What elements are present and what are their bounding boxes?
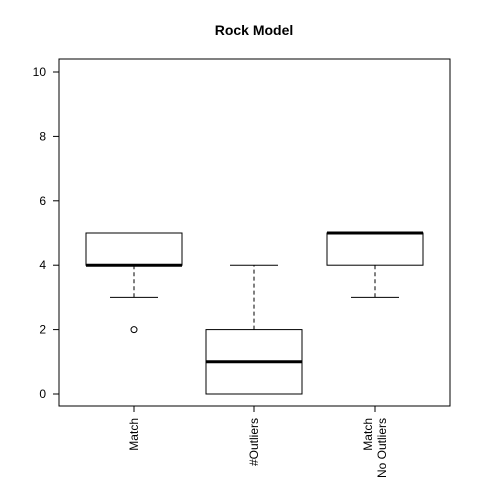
x-tick-label-1: Match xyxy=(127,418,141,451)
y-tick-label-8: 8 xyxy=(39,129,46,143)
x-tick-label-3-line-1: Match xyxy=(361,418,375,451)
y-tick-label-10: 10 xyxy=(33,65,47,79)
chart-title: Rock Model xyxy=(215,22,294,38)
outlier-point xyxy=(130,326,138,334)
x-tick-label-2: #Outliers xyxy=(247,418,261,466)
boxes-group xyxy=(85,231,424,395)
y-tick-label-4: 4 xyxy=(39,258,46,272)
y-tick-label-0: 0 xyxy=(39,387,46,401)
box-body xyxy=(85,232,183,266)
box-1 xyxy=(85,232,183,334)
y-axis: 0 2 4 6 8 10 xyxy=(33,65,60,401)
y-tick-label-6: 6 xyxy=(39,194,46,208)
x-axis-labels: Match #Outliers Match No Outliers xyxy=(127,406,389,478)
box-body xyxy=(326,232,424,266)
box-2 xyxy=(205,264,303,395)
y-tick-label-2: 2 xyxy=(39,323,46,337)
box-3 xyxy=(326,231,424,298)
x-tick-label-3-line-2: No Outliers xyxy=(375,418,389,478)
